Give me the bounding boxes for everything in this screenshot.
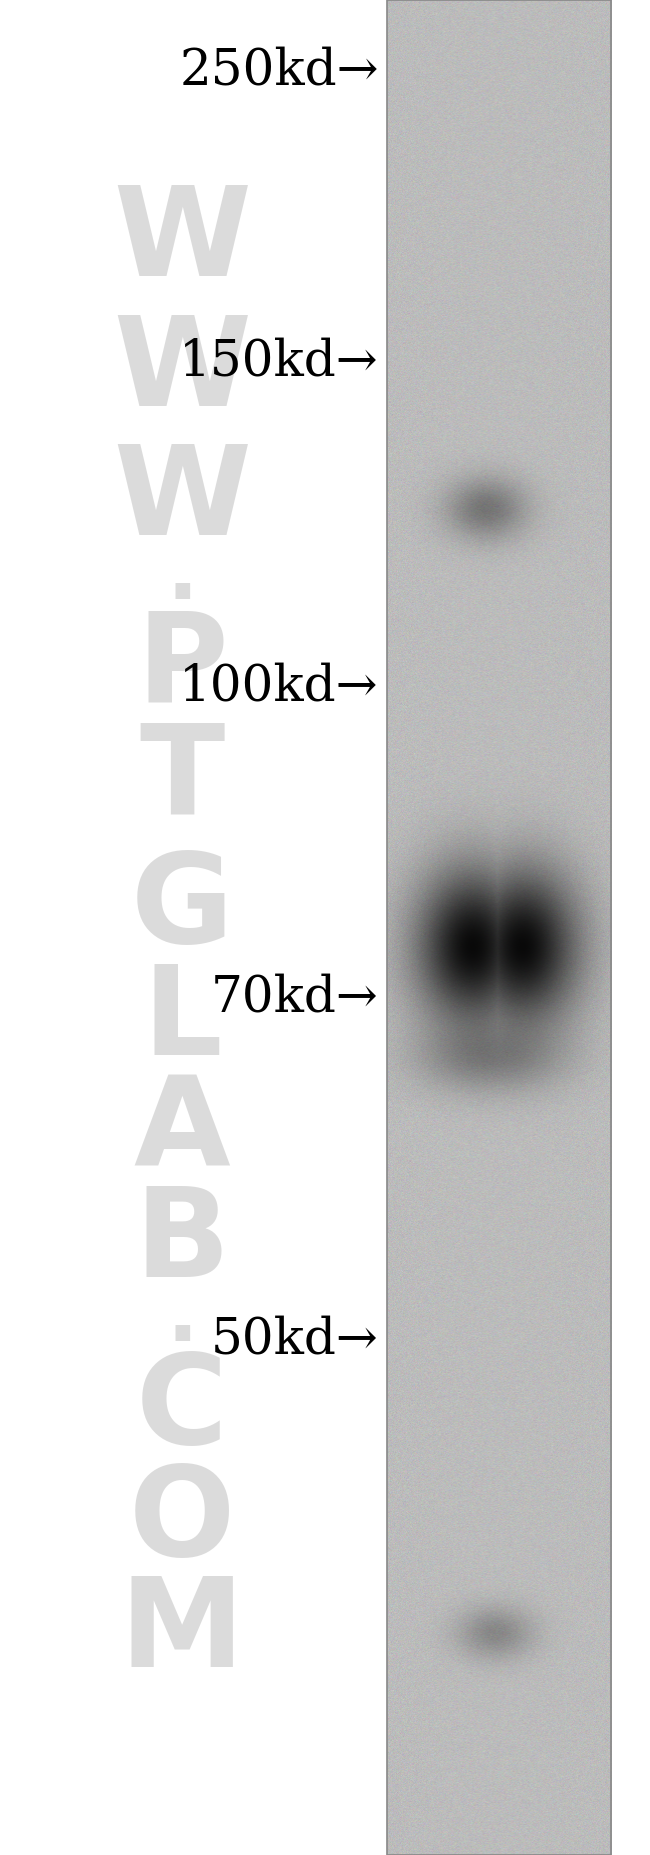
Bar	[387, 0, 611, 1855]
Text: O: O	[129, 1460, 235, 1582]
Text: B: B	[135, 1182, 229, 1304]
Text: A: A	[134, 1070, 230, 1193]
Text: 250kd→: 250kd→	[179, 46, 379, 95]
Text: M: M	[120, 1571, 244, 1694]
Text: W: W	[113, 180, 251, 302]
Text: .: .	[166, 1276, 198, 1358]
Text: 150kd→: 150kd→	[179, 338, 379, 386]
Text: 70kd→: 70kd→	[211, 974, 379, 1022]
Text: T: T	[139, 718, 225, 840]
Text: P: P	[136, 607, 228, 729]
Text: W: W	[113, 310, 251, 432]
Text: 100kd→: 100kd→	[179, 662, 379, 710]
Text: G: G	[131, 848, 233, 970]
Text: C: C	[136, 1349, 228, 1471]
Text: L: L	[142, 959, 222, 1081]
Text: .: .	[166, 534, 198, 616]
Text: W: W	[113, 440, 251, 562]
Text: 50kd→: 50kd→	[211, 1315, 379, 1363]
